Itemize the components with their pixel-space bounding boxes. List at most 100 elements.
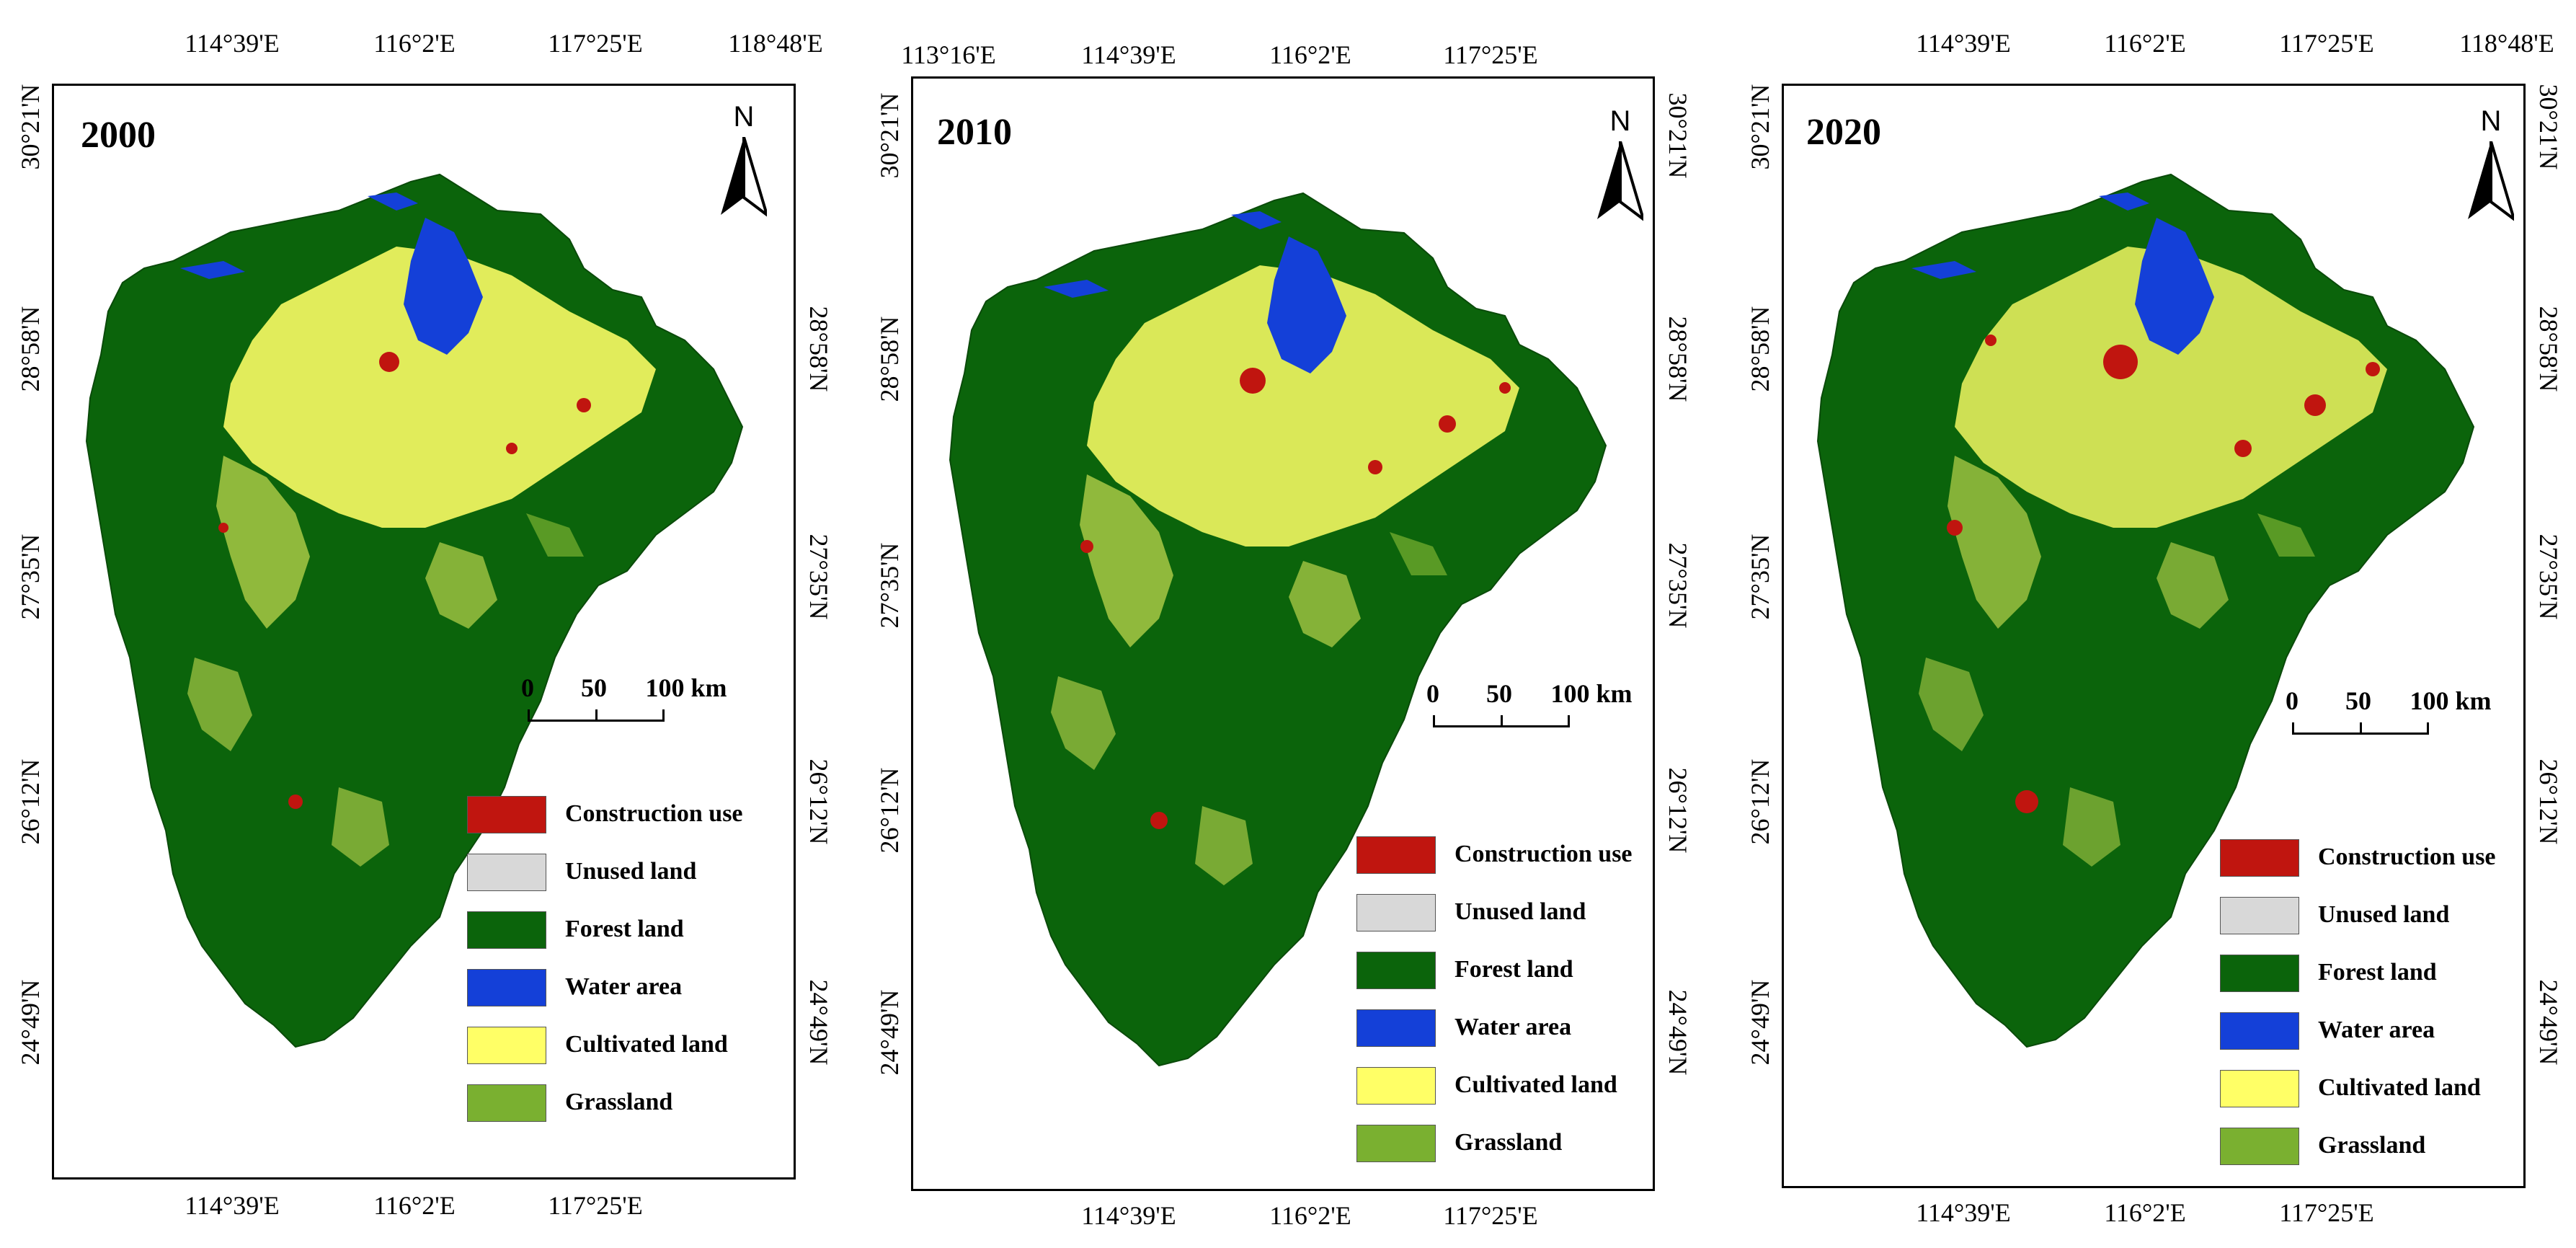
top-coord: 117°25'E bbox=[548, 29, 643, 58]
legend-swatch bbox=[467, 796, 546, 833]
scale-label: 100 km bbox=[645, 673, 727, 702]
top-coord: 114°39'E bbox=[1916, 29, 2011, 58]
right-coord: 28°58'N bbox=[1664, 316, 1692, 402]
right-coord: 28°58'N bbox=[2534, 306, 2563, 392]
right-coord: 26°12'N bbox=[1664, 767, 1692, 854]
scale-label: 50 bbox=[581, 673, 607, 702]
north-label: N bbox=[1609, 105, 1631, 137]
right-coord: 30°21'N bbox=[1664, 92, 1692, 179]
top-coord: 117°25'E bbox=[2279, 29, 2374, 58]
scale-tick bbox=[595, 709, 598, 722]
legend-swatch bbox=[2220, 1070, 2299, 1107]
left-coord: 30°21'N bbox=[16, 84, 45, 170]
left-coord: 26°12'N bbox=[1746, 758, 1775, 845]
top-coord: 118°48'E bbox=[728, 29, 823, 58]
scale-label: 100 km bbox=[1550, 679, 1633, 708]
legend-label: Cultivated land bbox=[565, 1031, 728, 1058]
year-label: 2020 bbox=[1806, 112, 1881, 153]
top-coord: 114°39'E bbox=[185, 29, 280, 58]
legend: Construction use Unused land Forest land… bbox=[1356, 836, 1659, 1182]
legend: Construction use Unused land Forest land… bbox=[2220, 839, 2523, 1185]
legend-label: Cultivated land bbox=[2318, 1074, 2481, 1101]
legend-swatch bbox=[467, 969, 546, 1006]
right-coord: 27°35'N bbox=[2534, 534, 2563, 620]
legend-swatch bbox=[1356, 1009, 1436, 1047]
left-coord: 27°35'N bbox=[875, 542, 904, 629]
left-coord: 28°58'N bbox=[1746, 306, 1775, 392]
right-coord: 24°49'N bbox=[1664, 989, 1692, 1076]
left-coord: 30°21'N bbox=[875, 92, 904, 179]
left-coord: 28°58'N bbox=[16, 306, 45, 392]
scale-bar: 0 50 100 km bbox=[521, 673, 727, 733]
legend-swatch bbox=[1356, 952, 1436, 989]
legend-swatch bbox=[467, 911, 546, 949]
bottom-coord: 114°39'E bbox=[1081, 1201, 1176, 1230]
legend-swatch bbox=[2220, 1012, 2299, 1050]
top-coord: 113°16'E bbox=[901, 40, 996, 69]
legend-label: Forest land bbox=[565, 916, 684, 942]
scale-tick bbox=[2360, 722, 2362, 735]
legend-label: Grassland bbox=[565, 1089, 673, 1115]
left-coord: 26°12'N bbox=[16, 758, 45, 845]
left-coord: 26°12'N bbox=[875, 767, 904, 854]
right-coord: 24°49'N bbox=[804, 979, 833, 1066]
left-coord: 30°21'N bbox=[1746, 84, 1775, 170]
year-label: 2000 bbox=[81, 115, 156, 156]
bottom-coord: 117°25'E bbox=[1443, 1201, 1538, 1230]
bottom-coord: 117°25'E bbox=[548, 1191, 643, 1220]
left-coord: 24°49'N bbox=[875, 989, 904, 1076]
legend-swatch bbox=[2220, 1128, 2299, 1165]
bottom-coord: 116°2'E bbox=[373, 1191, 456, 1220]
top-coord: 117°25'E bbox=[1443, 40, 1538, 69]
scale-tick bbox=[1433, 715, 1435, 727]
legend-swatch bbox=[1356, 894, 1436, 931]
top-coord: 116°2'E bbox=[1269, 40, 1351, 69]
legend-label: Construction use bbox=[565, 800, 743, 827]
scale-tick bbox=[662, 709, 665, 722]
legend-label: Grassland bbox=[2318, 1132, 2426, 1159]
legend-label: Grassland bbox=[1454, 1129, 1563, 1156]
right-coord: 28°58'N bbox=[804, 306, 833, 392]
scale-tick bbox=[2292, 722, 2294, 735]
scale-label: 100 km bbox=[2410, 686, 2492, 715]
scale-label: 0 bbox=[1426, 679, 1439, 708]
right-coord: 30°21'N bbox=[2534, 84, 2563, 170]
north-arrow-icon bbox=[721, 137, 767, 217]
bottom-coord: 114°39'E bbox=[1916, 1198, 2011, 1227]
left-coord: 27°35'N bbox=[1746, 534, 1775, 620]
legend: Construction use Unused land Forest land… bbox=[467, 796, 784, 1142]
legend-label: Water area bbox=[565, 973, 683, 1000]
legend-swatch bbox=[467, 854, 546, 891]
top-coord: 118°48'E bbox=[2459, 29, 2554, 58]
scale-tick bbox=[1501, 715, 1503, 727]
legend-swatch bbox=[1356, 1125, 1436, 1162]
north-label: N bbox=[2480, 105, 2502, 137]
right-coord: 26°12'N bbox=[2534, 758, 2563, 845]
bottom-coord: 116°2'E bbox=[1269, 1201, 1351, 1230]
left-coord: 28°58'N bbox=[875, 316, 904, 402]
north-arrow-icon bbox=[1597, 141, 1643, 221]
right-coord: 27°35'N bbox=[804, 534, 833, 620]
legend-swatch bbox=[2220, 897, 2299, 934]
legend-label: Construction use bbox=[1454, 841, 1633, 867]
north-label: N bbox=[733, 101, 755, 133]
right-coord: 26°12'N bbox=[804, 758, 833, 845]
legend-label: Water area bbox=[2318, 1017, 2435, 1043]
land-use-map-2000 bbox=[85, 173, 744, 1048]
legend-label: Unused land bbox=[1454, 898, 1586, 925]
legend-label: Water area bbox=[1454, 1014, 1572, 1040]
legend-swatch bbox=[467, 1027, 546, 1064]
left-coord: 27°35'N bbox=[16, 534, 45, 620]
legend-swatch bbox=[1356, 1067, 1436, 1105]
legend-swatch bbox=[2220, 955, 2299, 992]
north-arrow-icon bbox=[2468, 141, 2514, 221]
top-coord: 116°2'E bbox=[2104, 29, 2186, 58]
legend-swatch bbox=[1356, 836, 1436, 874]
left-coord: 24°49'N bbox=[16, 979, 45, 1066]
top-coord: 114°39'E bbox=[1081, 40, 1176, 69]
legend-swatch bbox=[2220, 839, 2299, 877]
scale-tick bbox=[1568, 715, 1570, 727]
legend-label: Forest land bbox=[2318, 959, 2437, 986]
right-coord: 24°49'N bbox=[2534, 979, 2563, 1066]
top-coord: 116°2'E bbox=[373, 29, 456, 58]
